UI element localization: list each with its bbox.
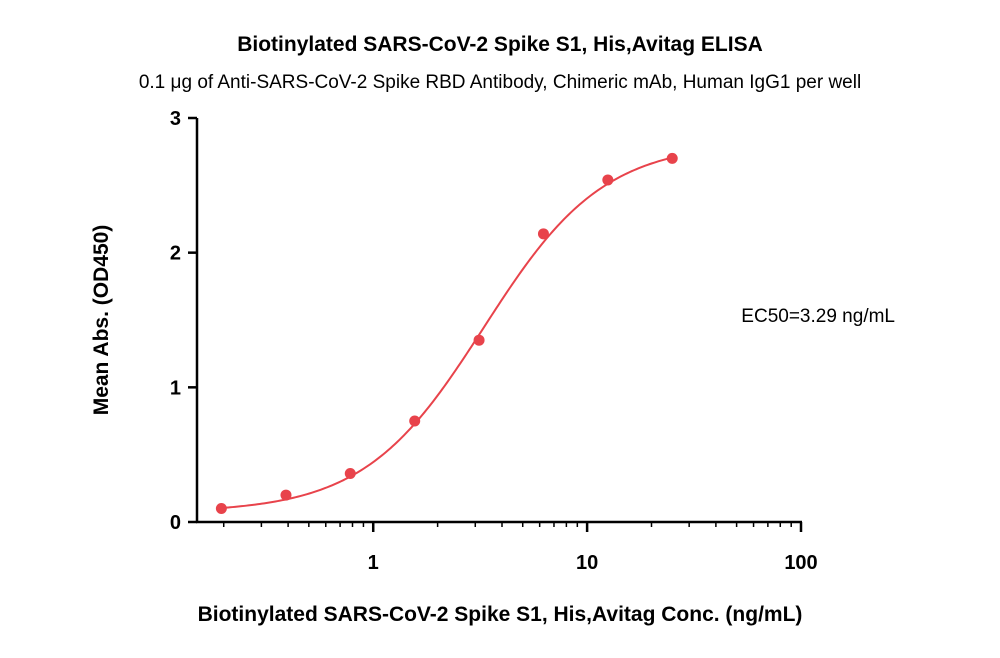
data-point [473,334,485,346]
ec50-annotation: EC50=3.29 ng/mL [741,306,895,327]
data-point [215,503,227,515]
data-point [602,174,614,186]
axes [195,118,802,524]
x-tick-label: 10 [576,552,598,574]
fit-curve [221,156,673,509]
chart-subtitle: 0.1 μg of Anti-SARS-CoV-2 Spike RBD Anti… [139,72,861,93]
data-points [215,152,678,515]
tick-labels: 0 1 2 3 1 10 100 [170,108,818,574]
ticks [188,116,803,532]
data-point [537,228,549,240]
y-axis-title: Mean Abs. (OD450) [90,225,113,416]
y-tick-label: 0 [170,512,181,534]
x-tick-label: 100 [784,552,817,574]
chart-title: Biotinylated SARS-CoV-2 Spike S1, His,Av… [237,33,763,56]
x-axis-title: Biotinylated SARS-CoV-2 Spike S1, His,Av… [198,603,803,626]
y-tick-label: 3 [170,108,181,130]
data-point [409,415,421,427]
data-point [280,489,292,501]
y-tick-label: 1 [170,377,181,399]
y-tick-label: 2 [170,243,181,265]
data-point [344,468,356,480]
data-point [666,152,678,164]
x-tick-label: 1 [368,552,379,574]
